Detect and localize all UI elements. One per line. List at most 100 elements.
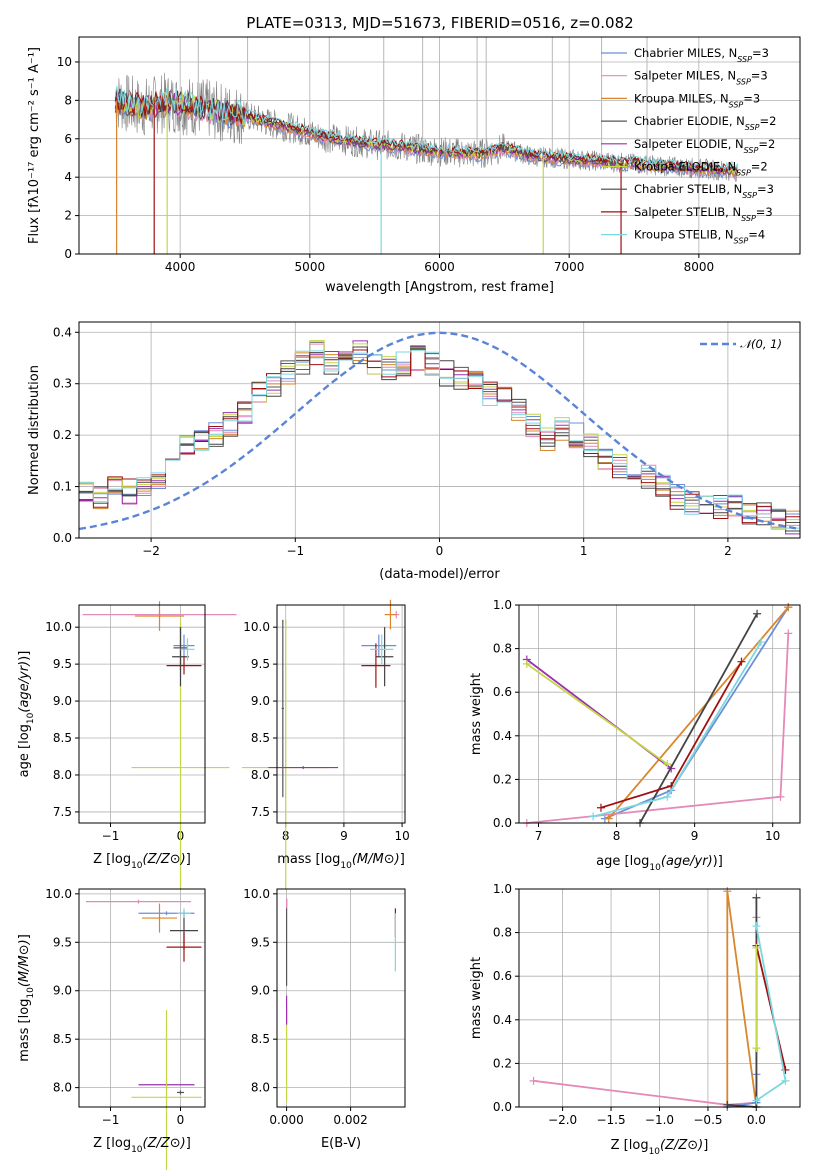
mass_vs_Z-ytick-label: 8.5 bbox=[53, 1032, 72, 1046]
weight-series-line bbox=[639, 613, 758, 824]
weight_vs_Z-ytick-label: 0.8 bbox=[493, 926, 512, 940]
mass_vs_EBV-xlabel: E(B-V) bbox=[321, 1136, 361, 1151]
age_vs_Z-ytick-label: 9.5 bbox=[53, 657, 72, 671]
spectrum-xtick-label: 7000 bbox=[554, 260, 585, 274]
weight-marker bbox=[589, 812, 598, 821]
legend-entry: Salpeter STELIB, NSSP=3 bbox=[634, 205, 773, 223]
weight_vs_Z-xtick-label: 0.0 bbox=[747, 1113, 766, 1127]
mass_vs_Z-background bbox=[79, 889, 205, 1107]
mass_vs_EBV-ytick-label: 9.5 bbox=[251, 935, 270, 949]
weight_vs_age-ytick-label: 0.4 bbox=[493, 729, 512, 743]
mass_vs_Z-ytick-label: 9.0 bbox=[53, 984, 72, 998]
weight_vs_age-xlabel-pre: age [log bbox=[596, 854, 649, 869]
spectrum-ytick-label: 10 bbox=[57, 55, 72, 69]
mass_vs_Z-panel: −1 08.08.59.09.510.0Z [log10(Z/Z⊙)]mass [… bbox=[17, 887, 206, 1170]
legend-tail: =3 bbox=[751, 69, 768, 83]
spectrum-ylabel: Flux [fλ10⁻¹⁷ erg cm⁻² s⁻¹ A⁻¹] bbox=[27, 47, 42, 244]
weight_vs_Z-ylabel: mass weight bbox=[469, 957, 484, 1039]
mass_vs_EBV-background bbox=[277, 889, 405, 1107]
mass_vs_Z-xlabel-inner: (Z/Z⊙) bbox=[143, 1136, 186, 1151]
weight_vs_Z-xlabel-sub: 10 bbox=[649, 1147, 661, 1157]
legend-sub: SSP bbox=[736, 168, 751, 177]
mass_vs_EBV-ytick-label: 8.0 bbox=[251, 1081, 270, 1095]
residuals-xtick-label: −1 bbox=[286, 544, 304, 558]
weight_vs_age-xtick-label: 8 bbox=[613, 829, 621, 843]
legend-sub: SSP bbox=[736, 77, 751, 86]
age_vs_Z-background bbox=[79, 605, 205, 823]
mass_vs_EBV-ytick-label: 9.0 bbox=[251, 984, 270, 998]
age_vs_mass-xtick-label: 9 bbox=[340, 829, 348, 843]
weight_vs_Z-xtick-label: −0.5 bbox=[693, 1113, 722, 1127]
residuals-xtick-label: −2 bbox=[142, 544, 160, 558]
legend-sub: SSP bbox=[742, 191, 757, 200]
mass_vs_Z-xtick-label: 0 bbox=[177, 1113, 185, 1127]
mass_vs_EBV-frame bbox=[276, 888, 406, 1108]
weight_vs_Z-ytick-label: 0.4 bbox=[493, 1013, 512, 1027]
age_vs_Z-ytick-label: 9.0 bbox=[53, 694, 72, 708]
age_vs_Z-xlabel: Z [log10(Z/Z⊙)] bbox=[93, 852, 191, 871]
legend-tail: =3 bbox=[756, 205, 773, 219]
spectrum-xtick-label: 4000 bbox=[165, 260, 196, 274]
mass_vs_Z-ytick-label: 9.5 bbox=[53, 935, 72, 949]
age_vs_mass-frame bbox=[276, 604, 406, 824]
mass_vs_Z-ylabel-pre: mass [log bbox=[17, 999, 32, 1062]
mass_vs_Z-xlabel-post: ] bbox=[186, 1136, 191, 1151]
age_vs_Z-xlabel-post: ] bbox=[186, 852, 191, 867]
legend-entry: Chabrier ELODIE, NSSP=2 bbox=[634, 114, 776, 132]
residuals-xtick-label: 2 bbox=[724, 544, 732, 558]
spectrum-model-line bbox=[114, 91, 739, 175]
mass_vs_Z-ytick-label: 10.0 bbox=[45, 887, 72, 901]
legend-tail: =3 bbox=[752, 46, 769, 60]
legend-name: Chabrier ELODIE, N bbox=[634, 114, 745, 128]
mass_vs_EBV-xtick-label: 0.002 bbox=[333, 1113, 367, 1127]
residuals-ytick-label: 0.4 bbox=[53, 325, 72, 339]
legend-tail: =4 bbox=[748, 228, 765, 242]
weight_vs_age-ytick-label: 0.6 bbox=[493, 685, 512, 699]
weight-marker bbox=[753, 609, 762, 618]
spectrum-ytick-label: 8 bbox=[64, 93, 72, 107]
weight_vs_age-xtick-label: 10 bbox=[765, 829, 780, 843]
mass_vs_Z-ytick-label: 8.0 bbox=[53, 1081, 72, 1095]
residuals-xlabel: (data-model)/error bbox=[379, 567, 500, 582]
weight_vs_age-xtick-label: 7 bbox=[535, 829, 543, 843]
residuals-ytick-label: 0.0 bbox=[53, 531, 72, 545]
legend-name: Kroupa STELIB, N bbox=[634, 228, 734, 242]
weight-series-line bbox=[526, 663, 668, 765]
legend-sub: SSP bbox=[729, 100, 744, 109]
legend-tail: =2 bbox=[758, 137, 775, 151]
spectrum-ytick-label: 0 bbox=[64, 247, 72, 261]
weight_vs_Z-ytick-label: 1.0 bbox=[493, 882, 512, 896]
age_vs_Z-ylabel-sub: 10 bbox=[26, 712, 36, 724]
legend-entry: Chabrier STELIB, NSSP=3 bbox=[634, 182, 774, 200]
residuals-ytick-label: 0.2 bbox=[53, 428, 72, 442]
weight_vs_Z-xlabel-post: ] bbox=[703, 1138, 708, 1153]
legend-tail: =3 bbox=[757, 182, 774, 196]
legend-sub: SSP bbox=[744, 145, 759, 154]
gaussian-curve bbox=[78, 331, 801, 531]
weight_vs_Z-xtick-label: −1.0 bbox=[645, 1113, 674, 1127]
weight-marker bbox=[756, 638, 765, 647]
legend-tail: =3 bbox=[743, 91, 760, 105]
weight-marker bbox=[752, 922, 761, 931]
weight_vs_age-xlabel-post: )] bbox=[713, 854, 723, 869]
age_vs_Z-ylabel: age [log10(age/yr))] bbox=[17, 651, 36, 778]
mass_vs_Z-ylabel: mass [log10(M/M⊙)] bbox=[17, 934, 36, 1062]
age_vs_mass-ytick-label: 9.5 bbox=[251, 657, 270, 671]
gauss-legend-label: 𝒩(0, 1) bbox=[740, 337, 782, 351]
weight-marker bbox=[522, 659, 531, 668]
age_vs_mass-xlabel-inner: (M/M⊙) bbox=[352, 852, 400, 867]
weight_vs_Z-ytick-label: 0.2 bbox=[493, 1056, 512, 1070]
age_vs_Z-ytick-label: 8.5 bbox=[53, 731, 72, 745]
mass_vs_Z-ylabel-post: ] bbox=[17, 934, 32, 939]
age_vs_Z-ytick-label: 8.0 bbox=[53, 768, 72, 782]
legend-name: Kroupa MILES, N bbox=[634, 91, 729, 105]
weight-marker bbox=[752, 1044, 761, 1053]
residuals-xtick-label: 1 bbox=[580, 544, 588, 558]
age_vs_mass-xtick-label: 10 bbox=[394, 829, 409, 843]
legend-sub: SSP bbox=[734, 236, 749, 245]
legend-entry: Chabrier MILES, NSSP=3 bbox=[634, 46, 769, 64]
legend-name: Kroupa ELODIE, N bbox=[634, 160, 736, 174]
legend-sub: SSP bbox=[737, 55, 752, 64]
